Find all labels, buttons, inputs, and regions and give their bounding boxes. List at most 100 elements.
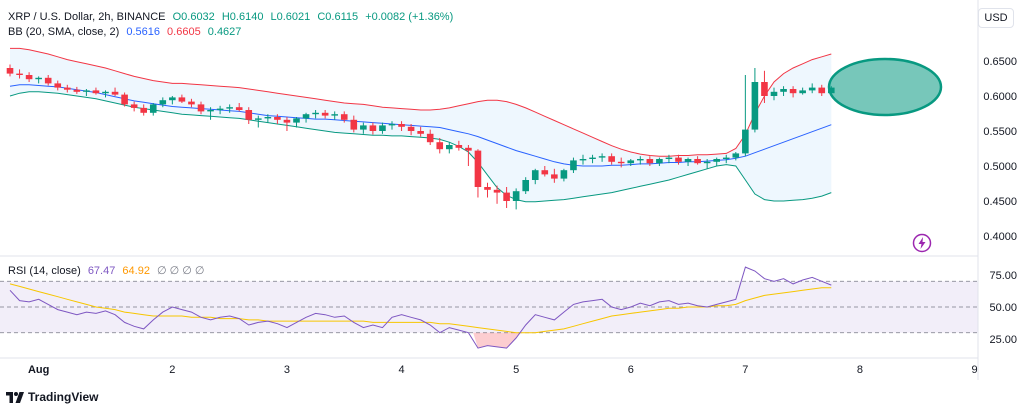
- candle: [312, 110, 319, 119]
- candle: [484, 182, 491, 198]
- rsi-ma-line: [9, 283, 832, 334]
- candle-body: [245, 110, 253, 120]
- candle: [92, 87, 100, 95]
- candle: [589, 154, 596, 164]
- bollinger-band-fill: [10, 48, 832, 202]
- candle-body: [503, 192, 510, 201]
- candle: [25, 72, 33, 82]
- candle: [722, 154, 730, 164]
- candle: [140, 104, 147, 116]
- candle: [73, 86, 81, 94]
- candle: [522, 177, 529, 194]
- candle: [465, 145, 472, 166]
- candle: [436, 138, 444, 154]
- candle-body: [25, 75, 33, 80]
- time-tick-label: 3: [284, 364, 290, 376]
- rsi-axis: 25.00 50.00 75.00: [989, 270, 1017, 346]
- candle: [732, 152, 740, 161]
- bb-label[interactable]: BB (20, SMA, close, 2): [8, 26, 120, 38]
- candle: [216, 105, 224, 115]
- candle-body: [235, 107, 243, 110]
- candle-body: [140, 107, 147, 113]
- candle: [350, 115, 358, 133]
- time-tick-label: 9: [971, 364, 977, 376]
- low-value: L0.6021: [270, 11, 311, 23]
- candle: [302, 112, 310, 123]
- time-tick-label: 2: [169, 364, 175, 376]
- candle-body: [102, 91, 109, 94]
- brand-logo[interactable]: TradingView: [6, 390, 98, 404]
- price-tick-label: 0.6500: [983, 56, 1017, 68]
- candle: [245, 107, 253, 124]
- high-value: H0.6140: [221, 11, 264, 23]
- bb-basis-value: 0.5616: [126, 26, 160, 38]
- candle: [293, 117, 300, 128]
- candle: [388, 121, 396, 130]
- candle: [503, 187, 510, 208]
- rsi-ma-value: 64.92: [122, 265, 150, 277]
- candle-body: [436, 142, 444, 150]
- candle: [379, 122, 386, 134]
- candle: [197, 101, 205, 115]
- candle: [474, 149, 482, 198]
- candle-body: [16, 73, 23, 75]
- candle: [703, 159, 711, 169]
- candle-body: [493, 189, 501, 193]
- candle-body: [589, 157, 596, 159]
- candle-body: [255, 118, 262, 120]
- candle-body: [703, 161, 711, 164]
- price-axis: 0.4000 0.4500 0.5000 0.5500 0.6000 0.6500: [983, 56, 1017, 243]
- candle: [255, 115, 262, 128]
- candle-body: [512, 191, 520, 201]
- bollinger-upper-line: [10, 47, 832, 157]
- candle-body: [293, 118, 300, 123]
- candle: [512, 188, 520, 210]
- candle: [360, 122, 367, 134]
- candle-body: [360, 125, 367, 130]
- candle: [169, 96, 176, 105]
- highlight-ellipse: [827, 57, 943, 117]
- candle-body: [54, 83, 62, 88]
- candle-body: [331, 114, 338, 116]
- time-axis: Aug 2 3 4 5 6 7 8 9: [28, 364, 978, 376]
- candle: [321, 110, 329, 119]
- candle-body: [83, 90, 90, 92]
- lightning-icon[interactable]: [912, 233, 932, 253]
- candle: [446, 142, 453, 154]
- rsi-value: 67.47: [87, 265, 116, 277]
- candle-body: [598, 156, 606, 158]
- candle-body: [484, 187, 491, 190]
- candle-body: [770, 91, 778, 96]
- candle: [398, 121, 405, 131]
- candle-body: [474, 150, 482, 187]
- candle-body: [551, 174, 558, 179]
- candle: [665, 154, 673, 164]
- bb-legend: BB (20, SMA, close, 2) 0.5616 0.6605 0.4…: [8, 26, 245, 38]
- candle-body: [617, 161, 625, 164]
- candle-body: [321, 112, 329, 116]
- candle: [207, 107, 214, 120]
- candle-body: [169, 97, 176, 101]
- candle: [808, 83, 816, 94]
- ohlc-legend: XRP / U.S. Dollar, 2h, BINANCE O0.6032 H…: [8, 11, 457, 23]
- candle: [627, 159, 635, 166]
- candle-body: [522, 180, 529, 192]
- currency-button[interactable]: USD: [978, 8, 1014, 28]
- candle-body: [6, 68, 14, 74]
- candle: [742, 75, 749, 157]
- candle: [130, 101, 138, 112]
- candle-body: [197, 104, 205, 112]
- candle: [675, 154, 682, 165]
- rsi-pane: 25.00 50.00 75.00: [0, 266, 1017, 349]
- close-value: C0.6115: [317, 11, 359, 23]
- candle-body: [216, 108, 224, 110]
- rsi-label[interactable]: RSI (14, close): [8, 265, 81, 277]
- candle-body: [646, 159, 654, 164]
- candle: [264, 114, 272, 123]
- candle: [541, 166, 549, 177]
- candle-body: [426, 133, 434, 143]
- candle-body: [379, 125, 386, 131]
- candle-body: [541, 170, 549, 175]
- candle-body: [761, 82, 768, 96]
- symbol-title[interactable]: XRP / U.S. Dollar, 2h, BINANCE: [8, 11, 166, 23]
